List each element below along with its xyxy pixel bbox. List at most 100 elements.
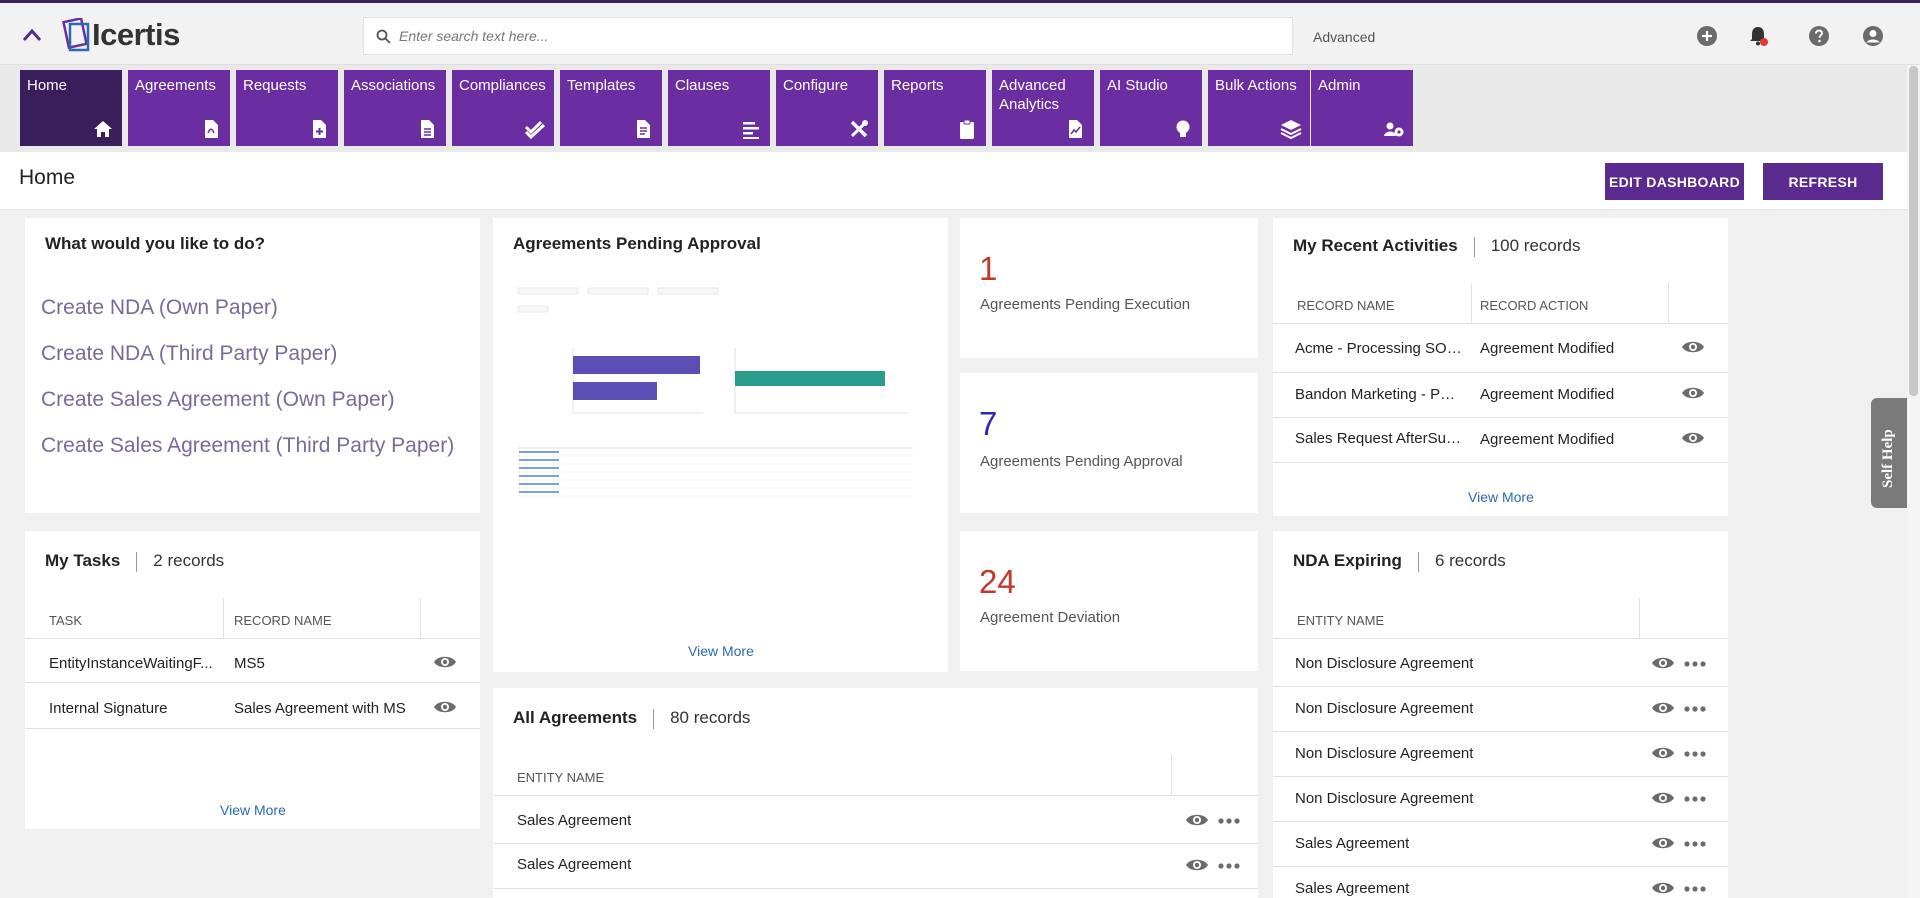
metric-card-pending-approval[interactable]: 7 Agreements Pending Approval	[960, 373, 1258, 513]
column-header-entity-name[interactable]: ENTITY NAME	[517, 770, 605, 785]
more-options-icon[interactable]	[1684, 840, 1706, 848]
nav-tile-associations[interactable]: Associations	[344, 70, 446, 146]
doc-plus-icon	[313, 120, 326, 138]
more-options-icon[interactable]	[1684, 705, 1706, 713]
nav-tile-requests[interactable]: Requests	[236, 70, 338, 146]
activity-record-name[interactable]: Sales Request AfterSupply	[1295, 430, 1463, 447]
more-options-icon[interactable]	[1684, 660, 1706, 668]
row-divider	[25, 682, 480, 683]
my-tasks-card: My Tasks 2 records TASK RECORD NAME Entit…	[25, 531, 480, 829]
nav-tile-label: Compliances	[459, 77, 546, 94]
search-input[interactable]	[399, 28, 1292, 44]
search-box[interactable]	[363, 17, 1293, 55]
eye-icon[interactable]	[1651, 790, 1675, 806]
nda-name[interactable]: Sales Agreement	[1295, 880, 1410, 897]
nav-tile-label: Clauses	[675, 77, 730, 94]
more-options-icon[interactable]	[1684, 795, 1706, 803]
column-header-record-name[interactable]: RECORD NAME	[1297, 298, 1395, 313]
double-check-icon	[524, 120, 546, 140]
more-options-icon[interactable]	[1218, 817, 1240, 825]
eye-icon[interactable]	[1651, 745, 1675, 761]
eye-icon[interactable]	[433, 699, 457, 715]
column-header-entity-name[interactable]: ENTITY NAME	[1297, 613, 1385, 628]
nda-name[interactable]: Non Disclosure Agreement	[1295, 700, 1474, 717]
view-more-link[interactable]: View More	[1468, 489, 1534, 505]
more-options-icon[interactable]	[1684, 885, 1706, 893]
eye-icon[interactable]	[433, 654, 457, 670]
column-header-record-action[interactable]: RECORD ACTION	[1480, 298, 1589, 313]
self-help-tab[interactable]: Self Help	[1871, 398, 1909, 508]
nda-name[interactable]: Non Disclosure Agreement	[1295, 655, 1474, 672]
column-header-task[interactable]: TASK	[49, 613, 82, 628]
eye-icon[interactable]	[1185, 812, 1209, 828]
edit-dashboard-button[interactable]: EDIT DASHBOARD	[1605, 163, 1744, 200]
eye-icon[interactable]	[1185, 857, 1209, 873]
nav-tile-clauses[interactable]: Clauses	[668, 70, 770, 146]
eye-icon[interactable]	[1681, 385, 1705, 401]
nav-tile-reports[interactable]: Reports	[884, 70, 986, 146]
task-record-name[interactable]: MS5	[234, 655, 265, 672]
eye-icon[interactable]	[1651, 835, 1675, 851]
column-header-record-name[interactable]: RECORD NAME	[234, 613, 332, 628]
eye-icon[interactable]	[1681, 430, 1705, 446]
nav-tile-compliances[interactable]: Compliances	[452, 70, 554, 146]
bell-icon[interactable]	[1747, 25, 1769, 47]
lightbulb-icon	[1176, 120, 1190, 137]
agreement-name[interactable]: Sales Agreement	[517, 812, 632, 829]
nav-tile-advanced-analytics[interactable]: Advanced Analytics	[992, 70, 1094, 146]
nav-tile-templates[interactable]: Templates	[560, 70, 662, 146]
align-left-icon	[743, 122, 759, 139]
advanced-search-link[interactable]: Advanced	[1313, 29, 1376, 45]
task-name[interactable]: EntityInstanceWaitingF...	[49, 655, 213, 672]
more-options-icon[interactable]	[1684, 750, 1706, 758]
help-icon[interactable]	[1808, 25, 1830, 47]
activity-record-name[interactable]: Acme - Processing SOW ...	[1295, 340, 1463, 357]
nda-name[interactable]: Non Disclosure Agreement	[1295, 790, 1474, 807]
chevron-up-icon[interactable]	[22, 27, 42, 43]
column-divider	[223, 598, 224, 638]
icertis-logo[interactable]: Icertis	[62, 17, 180, 53]
metric-card-pending-execution[interactable]: 1 Agreements Pending Execution	[960, 218, 1258, 358]
quick-link-create-nda-third[interactable]: Create NDA (Third Party Paper)	[41, 342, 338, 365]
embedded-report-thumbnail[interactable]	[513, 278, 933, 523]
nav-tile-label: Configure	[783, 77, 849, 94]
scrollbar-thumb[interactable]	[1909, 66, 1918, 396]
more-options-icon[interactable]	[1218, 862, 1240, 870]
eye-icon[interactable]	[1651, 880, 1675, 896]
nav-tile-ai-studio[interactable]: AI Studio	[1100, 70, 1202, 146]
task-name[interactable]: Internal Signature	[49, 700, 168, 717]
nav-tile-admin[interactable]: Admin	[1311, 70, 1413, 146]
add-icon[interactable]	[1696, 25, 1718, 47]
agreement-name[interactable]: Sales Agreement	[517, 856, 632, 873]
top-accent-line	[0, 0, 1920, 3]
row-divider	[1273, 821, 1728, 822]
column-divider	[420, 598, 421, 638]
header-divider	[1273, 638, 1728, 639]
nav-tile-label: Bulk Actions	[1215, 77, 1297, 94]
metric-card-agreement-deviation[interactable]: 24 Agreement Deviation	[960, 531, 1258, 671]
view-more-link[interactable]: View More	[220, 802, 286, 818]
activity-record-name[interactable]: Bandon Marketing - PSA...	[1295, 386, 1463, 403]
task-record-name[interactable]: Sales Agreement with MS	[234, 700, 406, 717]
nav-tile-agreements[interactable]: Agreements	[128, 70, 230, 146]
refresh-button[interactable]: REFRESH	[1763, 163, 1883, 200]
quick-link-create-sales-own[interactable]: Create Sales Agreement (Own Paper)	[41, 388, 395, 411]
quick-link-create-sales-third[interactable]: Create Sales Agreement (Third Party Pape…	[41, 434, 455, 457]
nav-tile-home[interactable]: Home	[20, 70, 122, 146]
eye-icon[interactable]	[1681, 339, 1705, 355]
row-divider	[1273, 417, 1728, 418]
search-icon	[376, 29, 391, 44]
nav-tile-bulk-actions[interactable]: Bulk Actions	[1208, 70, 1310, 146]
quick-link-create-nda-own[interactable]: Create NDA (Own Paper)	[41, 296, 278, 319]
view-more-link[interactable]: View More	[688, 643, 754, 659]
row-divider	[493, 888, 1258, 889]
nda-name[interactable]: Non Disclosure Agreement	[1295, 745, 1474, 762]
row-divider	[1273, 866, 1728, 867]
eye-icon[interactable]	[1651, 655, 1675, 671]
eye-icon[interactable]	[1651, 700, 1675, 716]
user-icon[interactable]	[1862, 25, 1884, 47]
metric-value: 7	[979, 405, 998, 442]
nav-tile-configure[interactable]: Configure	[776, 70, 878, 146]
nda-name[interactable]: Sales Agreement	[1295, 835, 1410, 852]
my-tasks-header: My Tasks 2 records	[45, 551, 224, 572]
